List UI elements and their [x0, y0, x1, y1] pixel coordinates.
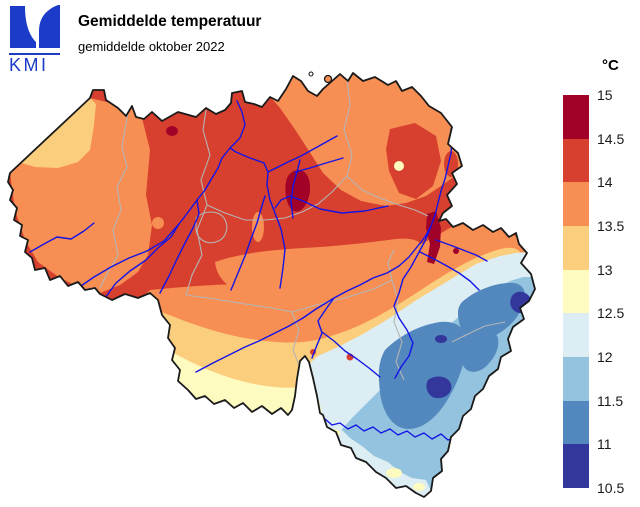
logo-divider: [9, 53, 60, 55]
fill-orange-dot-1: [152, 217, 164, 229]
fill-navy-center: [426, 376, 452, 399]
legend-color-cell: [563, 95, 589, 139]
legend-bar: [563, 95, 589, 489]
legend-unit-label: °C: [602, 57, 619, 74]
legend-color-cell: [563, 357, 589, 401]
river-kleine-nete: [294, 157, 344, 173]
river-dijle-rupel: [229, 147, 286, 289]
fill-ardennes-medblue: [378, 321, 467, 430]
river-ourthe: [393, 225, 432, 379]
logo-text: KMI: [9, 55, 49, 74]
fill-limburg-yellow-dot: [394, 161, 404, 171]
river-sambre: [195, 297, 335, 373]
river-vesdre: [435, 239, 488, 262]
fill-central-orange-band: [215, 238, 422, 292]
river-maas: [311, 128, 453, 359]
river-ijzer: [29, 222, 95, 253]
fill-navy-small: [435, 335, 447, 343]
river-zenne: [230, 195, 266, 291]
river-nete: [267, 135, 338, 173]
kmi-logo: KMI: [9, 5, 60, 74]
legend-tick-label: 14.5: [597, 130, 625, 147]
fill-hautes-fagnes-medblue: [457, 282, 526, 341]
fill-south-border-strip: [323, 415, 431, 497]
fill-orange-dot-2: [252, 212, 264, 242]
legend-tick-label: 11.5: [597, 392, 624, 409]
legend-tick-label: 10.5: [597, 480, 625, 496]
fill-yellow-spot-5: [413, 483, 425, 491]
river-ambleve: [419, 251, 480, 291]
fill-polder-peach: [18, 98, 96, 168]
legend-tick-label: 13: [597, 261, 613, 278]
legend-tick-label: 12.5: [597, 305, 625, 322]
legend-color-cell: [563, 138, 589, 183]
legend-color-cell: [563, 313, 589, 358]
legend-tick-label: 11: [597, 436, 612, 453]
fill-limburg-red-blob: [386, 123, 441, 199]
river-dender: [159, 199, 200, 294]
fill-darkred-waasland: [166, 126, 178, 136]
logo-shape-left: [10, 6, 36, 48]
legend-tick-label: 12: [597, 349, 613, 365]
belgium-outline: [7, 72, 536, 498]
page-title: Gemiddelde temperatuur: [78, 13, 262, 30]
logo-shape-right: [39, 5, 60, 48]
river-leie: [77, 223, 180, 289]
page-subtitle: gemiddelde oktober 2022: [78, 39, 225, 54]
baarle-enclave-small-icon: [308, 71, 314, 77]
fill-darkred-dot: [453, 248, 459, 254]
legend-color-cell: [563, 444, 589, 489]
rivers: [29, 100, 488, 441]
baarle-enclave-icon: [323, 74, 333, 84]
legend-tick-label: 13.5: [597, 218, 625, 234]
legend-color-cell: [563, 182, 589, 227]
legend-color-cell: [563, 400, 589, 445]
legend-color-cell: [563, 269, 589, 314]
legend-tick-label: 14: [597, 174, 613, 191]
river-semois: [324, 418, 458, 441]
river-demer: [274, 195, 389, 214]
legend-ticks: 15 14.5 14 13.5 13 12.5 12 11.5 11 10.5: [597, 87, 639, 496]
river-lesse: [321, 331, 381, 378]
river-schelde: [104, 100, 246, 299]
fill-stvith-medblue: [461, 328, 499, 372]
legend-color-cell: [563, 226, 589, 270]
legend-tick-label: 15: [597, 87, 613, 103]
river-gete: [290, 159, 301, 219]
fill-yellow-spot-4: [386, 468, 402, 478]
fill-darkred-liege: [426, 211, 441, 264]
